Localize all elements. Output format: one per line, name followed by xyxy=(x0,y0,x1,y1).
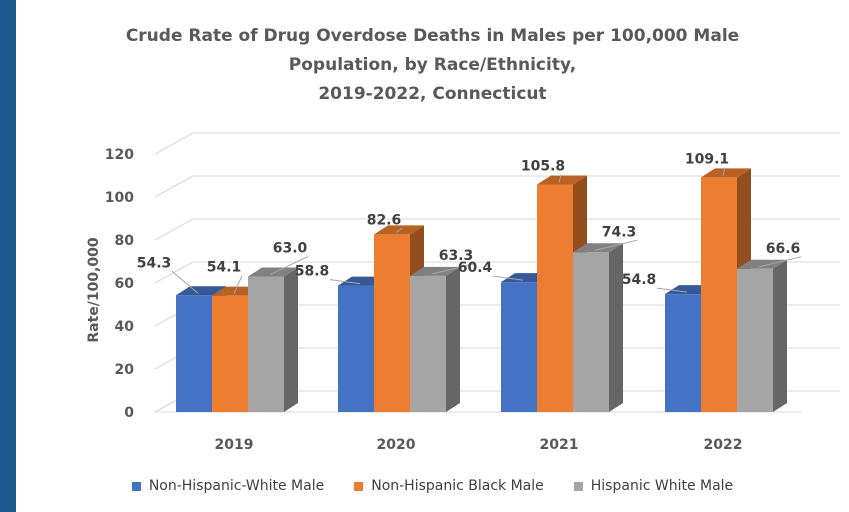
legend-label-nh-white: Non-Hispanic-White Male xyxy=(148,478,325,494)
data-label-nh-white-2019: 54.3 xyxy=(137,255,172,271)
y-axis-label: Rate/100,000 xyxy=(86,237,102,343)
bar-side-hispanic-white-2020 xyxy=(446,266,460,412)
x-tick-label-2022: 2022 xyxy=(704,437,743,453)
title-line-3: 2019-2022, Connecticut xyxy=(318,84,547,104)
leader-hispanic-white-2021 xyxy=(594,239,638,251)
bar-top-nh-white-2019 xyxy=(176,286,226,296)
y-tick-label-5: 100 xyxy=(105,190,134,206)
data-label-nh-white-2021: 60.4 xyxy=(458,260,493,276)
y-tick-label-3: 60 xyxy=(115,276,135,292)
legend-swatch-nh-black xyxy=(354,481,364,491)
data-label-nh-black-2020: 82.6 xyxy=(367,212,402,228)
data-label-nh-black-2022: 109.1 xyxy=(685,151,729,167)
bar-top-nh-black-2021 xyxy=(537,175,587,185)
gridline-depth-6 xyxy=(154,132,194,155)
leader-hispanic-white-2020 xyxy=(431,263,475,275)
data-label-hispanic-white-2022: 66.6 xyxy=(766,241,801,257)
data-label-hispanic-white-2021: 74.3 xyxy=(602,224,637,240)
leader-nh-black-2019 xyxy=(233,275,243,294)
y-tick-label-1: 20 xyxy=(115,362,135,378)
bar-hispanic-white-2020 xyxy=(410,275,446,412)
x-tick-label-2021: 2021 xyxy=(540,437,579,453)
bar-side-hispanic-white-2022 xyxy=(773,259,787,412)
y-tick-label-2: 40 xyxy=(115,319,135,335)
bar-chart: 0 20 40 60 80 100 120 Rate/100,000 54.3 54.1 63.0 2… xyxy=(86,132,840,453)
gridline-depth-5 xyxy=(154,175,194,198)
bar-nh-white-2020 xyxy=(338,285,374,412)
bar-nh-white-2022 xyxy=(665,294,701,412)
leader-nh-white-2020 xyxy=(329,279,361,285)
bar-top-hispanic-white-2022 xyxy=(737,259,787,269)
y-tick-label-4: 80 xyxy=(115,233,135,249)
bar-top-hispanic-white-2020 xyxy=(410,266,460,276)
bar-side-hispanic-white-2021 xyxy=(609,243,623,412)
data-label-nh-white-2020: 58.8 xyxy=(295,264,330,280)
legend-item-nh-white: Non-Hispanic-White Male xyxy=(131,478,325,494)
title-line-2: Population, by Race/Ethnicity, xyxy=(288,55,577,75)
leader-nh-black-2021 xyxy=(558,174,562,183)
bar-hispanic-white-2022 xyxy=(737,268,773,412)
data-label-nh-black-2019: 54.1 xyxy=(207,260,242,276)
legend-label-hispanic-white: Hispanic White Male xyxy=(590,478,734,494)
legend-swatch-hispanic-white xyxy=(573,481,583,491)
y-tick-label-0: 0 xyxy=(124,405,134,421)
data-label-nh-white-2022: 54.8 xyxy=(622,272,657,288)
legend: Non-Hispanic-White Male Non-Hispanic Bla… xyxy=(16,478,849,494)
legend-label-nh-black: Non-Hispanic Black Male xyxy=(371,478,544,494)
bar-nh-white-2019 xyxy=(176,295,212,412)
leader-nh-black-2022 xyxy=(722,167,726,176)
bar-nh-white-2021 xyxy=(501,282,537,412)
leader-nh-white-2022 xyxy=(656,287,688,293)
data-label-hispanic-white-2020: 63.3 xyxy=(439,248,474,264)
bar-hispanic-white-2021 xyxy=(573,252,609,412)
chart-frame: Crude Rate of Drug Overdose Deaths in Ma… xyxy=(16,0,849,512)
data-label-nh-black-2021: 105.8 xyxy=(521,159,565,175)
leader-hispanic-white-2022 xyxy=(758,256,802,268)
data-label-hispanic-white-2019: 63.0 xyxy=(273,241,308,257)
bar-nh-black-2019 xyxy=(212,295,248,412)
x-tick-label-2020: 2020 xyxy=(377,437,416,453)
bar-top-hispanic-white-2019 xyxy=(248,267,298,277)
legend-item-hispanic-white: Hispanic White Male xyxy=(573,478,734,494)
bar-nh-black-2020 xyxy=(374,234,410,412)
bar-nh-black-2021 xyxy=(537,184,573,412)
bar-nh-black-2022 xyxy=(701,177,737,412)
bar-hispanic-white-2019 xyxy=(248,276,284,412)
chart-title: Crude Rate of Drug Overdose Deaths in Ma… xyxy=(16,22,849,109)
leader-nh-black-2020 xyxy=(395,227,403,233)
bar-top-hispanic-white-2021 xyxy=(573,243,623,253)
title-line-1: Crude Rate of Drug Overdose Deaths in Ma… xyxy=(125,26,740,46)
bar-top-nh-black-2022 xyxy=(701,168,751,178)
legend-item-nh-black: Non-Hispanic Black Male xyxy=(354,478,544,494)
leader-nh-white-2021 xyxy=(492,275,524,281)
y-tick-label-6: 120 xyxy=(105,147,134,163)
legend-swatch-nh-white xyxy=(131,481,141,491)
leader-hispanic-white-2019 xyxy=(269,256,309,276)
x-tick-label-2019: 2019 xyxy=(215,437,254,453)
bar-side-hispanic-white-2019 xyxy=(284,267,298,412)
leader-nh-white-2019 xyxy=(171,270,199,294)
gridline-depth-4 xyxy=(154,218,194,241)
